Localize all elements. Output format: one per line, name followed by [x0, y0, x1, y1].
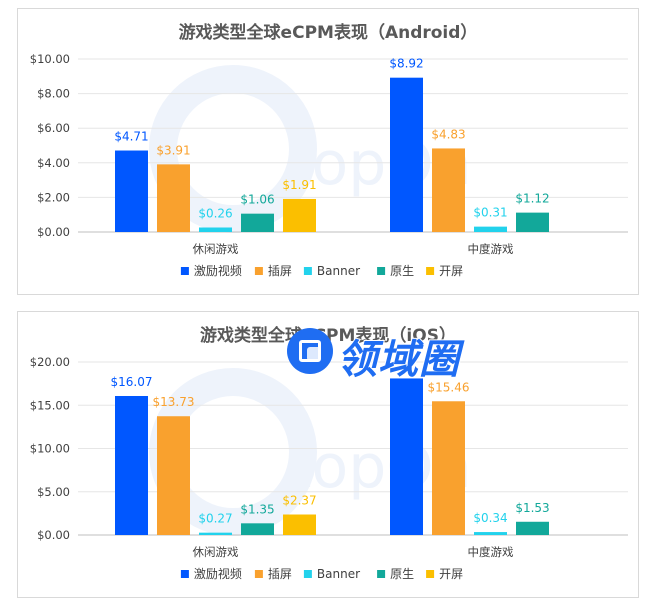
android-chart: topOn 游戏类型全球eCPM表现（Android） $0.00 $2.00 $4.0… [30, 22, 628, 278]
data-label: $1.06 [240, 193, 274, 207]
chart-title: 游戏类型全球eCPM表现（Android） [179, 22, 478, 43]
bar [115, 395, 148, 535]
data-label: $0.27 [198, 512, 232, 526]
android-chart-panel: topOn 游戏类型全球eCPM表现（Android） $0.00 $2.00 $4.0… [17, 8, 639, 295]
legend-label: 插屏 [268, 567, 292, 581]
legend-label: 原生 [390, 264, 414, 278]
y-tick-label: $10.00 [30, 442, 70, 456]
bar [390, 378, 423, 535]
data-label: $16.07 [111, 375, 153, 389]
legend-swatch [303, 570, 312, 578]
legend-item: 激励视频 [180, 566, 242, 581]
legend-item: 插屏 [254, 567, 292, 581]
overlay-logo-text: 领域圈 [336, 336, 460, 384]
legend-swatch [254, 267, 263, 275]
y-tick-label: $8.00 [37, 87, 70, 101]
legend-swatch [377, 570, 386, 578]
legend: 激励视频 插屏 Banner 原生 开屏 [180, 263, 463, 278]
y-tick-label: $10.00 [30, 52, 70, 66]
x-category-label: 休闲游戏 [193, 242, 239, 256]
bar [474, 532, 507, 535]
bar [516, 212, 549, 232]
legend-swatch [377, 267, 386, 275]
data-label: $2.37 [282, 493, 316, 507]
data-label: $0.31 [473, 206, 507, 220]
y-tick-label: $5.00 [37, 485, 70, 499]
bar [283, 198, 316, 232]
data-label: $3.91 [156, 143, 190, 157]
legend-item: 激励视频 [180, 263, 242, 278]
legend-item: 开屏 [426, 264, 463, 278]
legend-label: 插屏 [268, 264, 292, 278]
legend-label: 开屏 [439, 567, 463, 581]
bar [474, 226, 507, 232]
chart-title: 游戏类型全球eCPM表现（iOS） [200, 325, 456, 346]
legend-label: Banner [317, 264, 360, 278]
y-tick-label: $4.00 [37, 156, 70, 170]
bar [157, 416, 190, 535]
legend-label: 激励视频 [194, 566, 242, 581]
bar [115, 150, 148, 232]
logo-mark-icon [287, 328, 333, 374]
legend-swatch [426, 570, 435, 578]
ios-chart-panel: topOn 游戏类型全球eCPM表现（iOS） $0.00 $5.00 $10.00 $1… [17, 311, 639, 598]
data-label: $0.26 [198, 207, 232, 221]
legend-label: 激励视频 [194, 263, 242, 278]
bar [432, 401, 465, 535]
x-category-label: 中度游戏 [468, 545, 514, 559]
data-label: $0.34 [473, 511, 507, 525]
data-label: $4.71 [114, 130, 148, 144]
data-label: $1.12 [515, 192, 549, 206]
legend: 激励视频 插屏 Banner 原生 开屏 [180, 566, 463, 581]
legend-item: 原生 [377, 264, 414, 278]
data-label: $1.35 [240, 502, 274, 516]
legend-item: Banner [303, 567, 360, 581]
data-label: $15.46 [428, 380, 470, 394]
data-label: $1.53 [515, 501, 549, 515]
y-tick-label: $2.00 [37, 190, 70, 204]
ios-chart: topOn 游戏类型全球eCPM表现（iOS） $0.00 $5.00 $10.00 $1… [30, 325, 628, 581]
legend-label: 原生 [390, 567, 414, 581]
legend-swatch [180, 267, 189, 275]
bar [199, 227, 232, 232]
y-tick-label: $15.00 [30, 398, 70, 412]
x-category-label: 休闲游戏 [193, 545, 239, 559]
y-tick-label: $20.00 [30, 355, 70, 369]
bar [199, 532, 232, 535]
x-category-label: 中度游戏 [468, 242, 514, 256]
overlay-logo: 领域圈 [287, 325, 487, 384]
y-tick-label: $6.00 [37, 121, 70, 135]
y-tick-label: $0.00 [37, 225, 70, 239]
legend-swatch [303, 267, 312, 275]
data-label: $8.92 [389, 57, 423, 71]
legend-item: 原生 [377, 567, 414, 581]
y-tick-label: $0.00 [37, 528, 70, 542]
bar [241, 523, 274, 535]
legend-label: Banner [317, 567, 360, 581]
legend-label: 开屏 [439, 264, 463, 278]
legend-swatch [426, 267, 435, 275]
legend-item: 开屏 [426, 567, 463, 581]
bar [283, 514, 316, 535]
legend-swatch [254, 570, 263, 578]
legend-item: 插屏 [254, 264, 292, 278]
watermark: topOn [149, 65, 472, 233]
legend-swatch [180, 570, 189, 578]
bar [516, 521, 549, 535]
watermark-logo-icon [149, 65, 317, 233]
bar [157, 164, 190, 232]
data-label: $1.91 [282, 178, 316, 192]
bar [241, 213, 274, 232]
bar [390, 77, 423, 233]
bar [432, 148, 465, 232]
watermark: topOn [149, 368, 472, 536]
legend-item: Banner [303, 264, 360, 278]
data-label: $13.73 [153, 395, 195, 409]
data-label: $4.83 [431, 127, 465, 141]
